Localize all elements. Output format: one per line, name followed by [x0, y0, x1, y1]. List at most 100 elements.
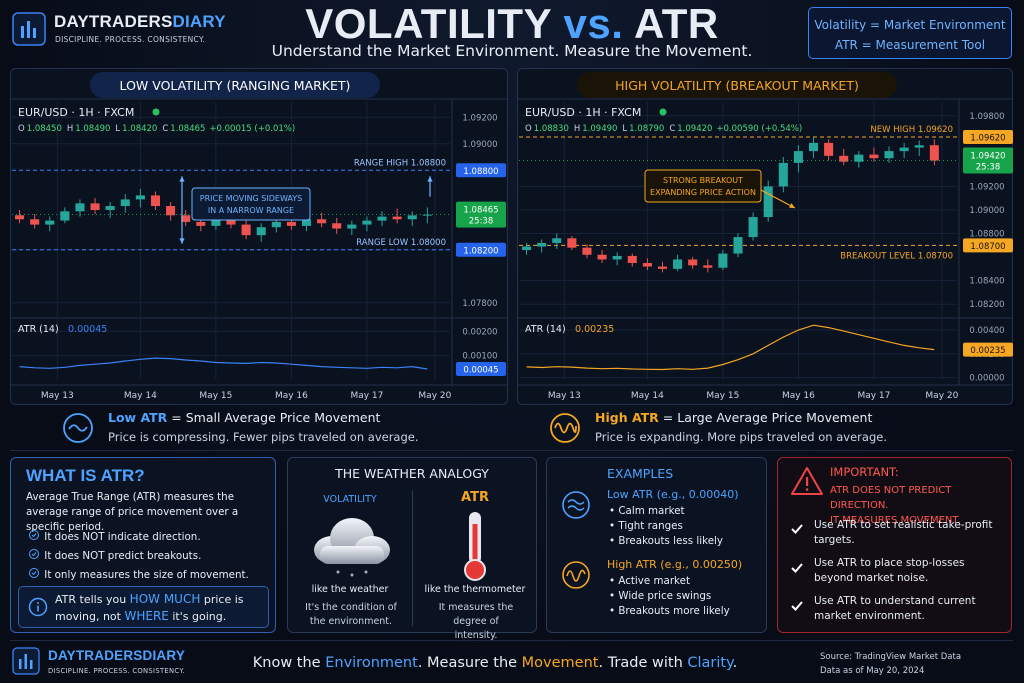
check-icons — [791, 524, 803, 611]
callout-part: HOW MUCH — [129, 592, 201, 606]
candle-body — [60, 211, 70, 221]
summary-icon — [63, 413, 93, 443]
candle-body — [135, 195, 145, 200]
candle-body — [347, 224, 357, 229]
summary-label: Low ATR — [108, 410, 168, 425]
important-item: Use ATR to set realistic take-profit tar… — [814, 519, 993, 546]
arrow — [760, 189, 796, 209]
example-text: Tight ranges — [618, 520, 683, 532]
important-box: IMPORTANT: ATR DOES NOT PREDICT DIRECTIO… — [777, 457, 1012, 633]
candle-body — [552, 238, 562, 243]
ohlc-label: H — [67, 124, 73, 134]
example-text: Breakouts less likely — [618, 535, 723, 547]
candle-body — [226, 219, 236, 225]
candle-body — [522, 246, 532, 251]
note-box — [191, 187, 311, 221]
summary: Low ATR = Small Average Price Movement — [108, 410, 380, 425]
divider — [10, 450, 1013, 451]
status-dot — [659, 108, 667, 116]
examples-box: EXAMPLES Low ATR (e.g., 0.00040) • Calm … — [546, 457, 767, 633]
candle-body — [869, 154, 879, 159]
candle-body — [673, 259, 683, 269]
candle-body — [181, 215, 191, 222]
candle-body — [914, 145, 924, 148]
level-caption: NEW HIGH 1.09620 — [870, 125, 953, 135]
summary-detail: Price is expanding. More pips traveled o… — [595, 430, 887, 444]
note-text: STRONG BREAKOUT — [663, 176, 743, 185]
candle-body — [824, 142, 834, 156]
footer-brand: DAYTRADERSDIARY — [48, 648, 185, 663]
x-tick-label: May 20 — [418, 391, 451, 401]
candle-body — [407, 215, 417, 220]
callout: ATR tells you HOW MUCH price is moving, … — [18, 586, 269, 628]
check-icon — [29, 568, 39, 578]
y-tick-label: 0.00200 — [462, 327, 497, 337]
ohlc-value: 1.09420 — [677, 124, 712, 134]
brand-part: DIARY — [172, 12, 226, 31]
level-caption: RANGE HIGH 1.08800 — [354, 158, 446, 168]
logo-icon — [12, 647, 40, 675]
important-item: Use ATR to understand current market env… — [814, 595, 976, 622]
ohlc-value: 1.08420 — [122, 124, 157, 134]
title: VOLATILITY vs. ATR — [0, 0, 1024, 48]
chart-panel: LOW VOLATILITY (RANGING MARKET) May 13 May… — [10, 68, 508, 405]
candle-body — [120, 199, 130, 207]
point: It only measures the size of movement. — [29, 566, 249, 585]
tagline: DISCIPLINE. PROCESS. CONSISTENCY. — [55, 35, 205, 44]
note-text: PRICE MOVING SIDEWAYS — [200, 194, 302, 203]
callout-part: WHERE — [124, 609, 169, 623]
atr-tag — [456, 362, 506, 377]
y-tick-label: 0.00100 — [462, 352, 497, 362]
y-tick-label: 1.09000 — [969, 206, 1004, 216]
y-tick-label: 0.00000 — [969, 374, 1004, 384]
ohlc-value: 1.09490 — [582, 124, 617, 134]
ohlc-label: L — [115, 124, 120, 134]
atr-value: 0.00045 — [68, 324, 107, 335]
callout-part: ATR tells you — [55, 593, 130, 606]
thermometer-icon — [464, 512, 486, 581]
info-icon — [28, 597, 48, 617]
high-atr-icon — [562, 561, 590, 589]
note-box — [644, 169, 762, 203]
what-is-atr-box: WHAT IS ATR? Average True Range (ATR) me… — [10, 457, 276, 633]
point-text: It does NOT indicate direction. — [44, 531, 201, 543]
divider — [412, 490, 413, 626]
callout-text: ATR tells you HOW MUCH price is moving, … — [55, 591, 267, 625]
candle-body — [808, 142, 819, 152]
candle-body — [688, 259, 698, 266]
note-text: IN A NARROW RANGE — [208, 206, 294, 215]
atr-line — [526, 324, 935, 371]
y-tick-label: 1.08400 — [969, 277, 1004, 287]
definition: Volatility = Market Environment — [814, 18, 1006, 32]
x-tick-label: May 13 — [548, 391, 581, 401]
candle-body — [196, 221, 206, 226]
slogan-part: Environment — [325, 655, 418, 671]
definition: ATR = Measurement Tool — [834, 38, 986, 52]
example-item: • Breakouts less likely — [609, 535, 723, 547]
ohlc-label: L — [622, 124, 627, 134]
ohlc-value: 1.08465 — [170, 124, 205, 134]
x-tick-label: May 17 — [857, 391, 890, 401]
chart-panel: HIGH VOLATILITY (BREAKOUT MARKET) May 13 M… — [517, 68, 1013, 405]
check-icon — [29, 530, 39, 540]
candle-body — [30, 219, 40, 225]
candle-body — [778, 162, 788, 187]
candle-body — [362, 220, 372, 225]
example-text: Wide price swings — [618, 590, 712, 602]
level-tag — [963, 238, 1013, 253]
y-tick-label: 1.09200 — [969, 182, 1004, 192]
x-tick-label: May 16 — [275, 391, 308, 401]
candle-body — [317, 219, 327, 224]
point-text: It only measures the size of movement. — [44, 569, 249, 581]
candle-body — [899, 147, 909, 152]
y-tick-label: 1.07800 — [462, 299, 497, 309]
ohlc-label: C — [162, 124, 168, 134]
summary-label: High ATR — [595, 410, 659, 425]
symbol: EUR/USD · 1H · FXCM — [525, 106, 641, 119]
candle-body — [301, 219, 312, 226]
panel-title: HIGH VOLATILITY (BREAKOUT MARKET) — [615, 78, 859, 93]
title-part: vs. — [563, 0, 624, 47]
last-price-timer: 25:38 — [469, 217, 494, 227]
brand-part: DAYTRADERS — [54, 12, 173, 31]
